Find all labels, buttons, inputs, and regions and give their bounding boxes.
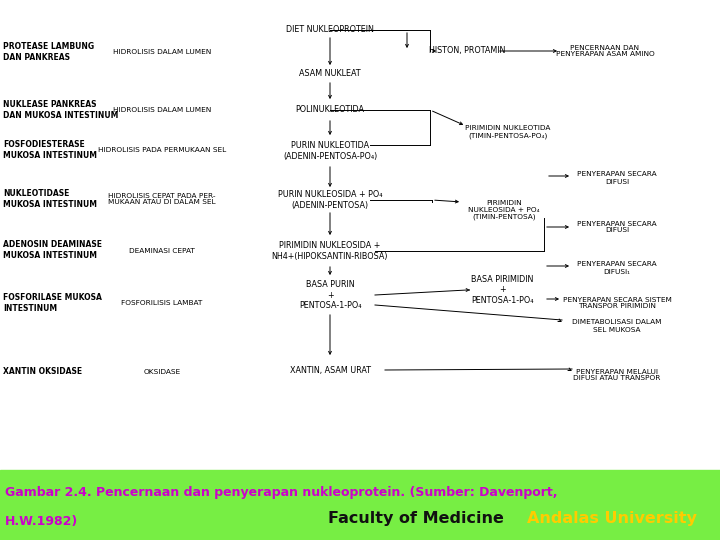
Text: XANTIN, ASAM URAT: XANTIN, ASAM URAT bbox=[289, 366, 371, 375]
Text: Andalas University: Andalas University bbox=[527, 511, 697, 526]
Text: BASA PURIN
+
PENTOSA-1-PO₄: BASA PURIN + PENTOSA-1-PO₄ bbox=[299, 280, 361, 310]
Text: PIRIMIDIN NUKLEOTIDA
(TIMIN-PENTOSA-PO₄): PIRIMIDIN NUKLEOTIDA (TIMIN-PENTOSA-PO₄) bbox=[465, 125, 551, 139]
Text: HISTON, PROTAMIN: HISTON, PROTAMIN bbox=[429, 46, 505, 56]
Text: HIDROLISIS CEPAT PADA PER-
MUKAAN ATAU DI DALAM SEL: HIDROLISIS CEPAT PADA PER- MUKAAN ATAU D… bbox=[108, 192, 216, 206]
Text: H.W.1982): H.W.1982) bbox=[5, 515, 78, 528]
Text: PENCERNAAN DAN
PENYERAPAN ASAM AMINO: PENCERNAAN DAN PENYERAPAN ASAM AMINO bbox=[556, 44, 654, 57]
Text: POLINUKLEOTIDA: POLINUKLEOTIDA bbox=[295, 105, 364, 114]
Text: PENYERAPAN SECARA
DIFUSI: PENYERAPAN SECARA DIFUSI bbox=[577, 220, 657, 233]
Bar bbox=[0, 470, 720, 540]
Text: DIET NUKLEOPROTEIN: DIET NUKLEOPROTEIN bbox=[286, 25, 374, 35]
Text: DIMETABOLISASI DALAM
SEL MUKOSA: DIMETABOLISASI DALAM SEL MUKOSA bbox=[572, 320, 662, 333]
Text: OKSIDASE: OKSIDASE bbox=[143, 369, 181, 375]
Text: PENYERAPAN SECARA
DIFUSI₁: PENYERAPAN SECARA DIFUSI₁ bbox=[577, 261, 657, 274]
Text: PENYERAPAN SECARA
DIFUSI: PENYERAPAN SECARA DIFUSI bbox=[577, 172, 657, 185]
Text: FOSFODIESTERASE
MUKOSA INTESTINUM: FOSFODIESTERASE MUKOSA INTESTINUM bbox=[3, 140, 97, 160]
Text: ADENOSIN DEAMINASE
MUKOSA INTESTINUM: ADENOSIN DEAMINASE MUKOSA INTESTINUM bbox=[3, 240, 102, 260]
Text: PENYERAPAN SECARA SISTEM
TRANSPOR PIRIMIDIN: PENYERAPAN SECARA SISTEM TRANSPOR PIRIMI… bbox=[562, 296, 672, 309]
Text: PURIN NUKLEOTIDA
(ADENIN-PENTOSA-PO₄): PURIN NUKLEOTIDA (ADENIN-PENTOSA-PO₄) bbox=[283, 141, 377, 161]
Text: Faculty of Medicine: Faculty of Medicine bbox=[328, 511, 504, 526]
Text: NUKLEOTIDASE
MUKOSA INTESTINUM: NUKLEOTIDASE MUKOSA INTESTINUM bbox=[3, 190, 97, 208]
Text: ASAM NUKLEAT: ASAM NUKLEAT bbox=[300, 70, 361, 78]
Text: PIRIMIDIN
NUKLEOSIDA + PO₄
(TIMIN-PENTOSA): PIRIMIDIN NUKLEOSIDA + PO₄ (TIMIN-PENTOS… bbox=[468, 200, 540, 220]
Text: DEAMINASI CEPAT: DEAMINASI CEPAT bbox=[129, 248, 195, 254]
Text: XANTIN OKSIDASE: XANTIN OKSIDASE bbox=[3, 368, 82, 376]
Text: PROTEASE LAMBUNG
DAN PANKREAS: PROTEASE LAMBUNG DAN PANKREAS bbox=[3, 42, 94, 62]
Text: FOSFORILISIS LAMBAT: FOSFORILISIS LAMBAT bbox=[121, 300, 203, 306]
Text: PENYERAPAN MELALUI
DIFUSI ATAU TRANSPOR: PENYERAPAN MELALUI DIFUSI ATAU TRANSPOR bbox=[573, 368, 661, 381]
Text: HIDROLISIS PADA PERMUKAAN SEL: HIDROLISIS PADA PERMUKAAN SEL bbox=[98, 147, 226, 153]
Text: BASA PIRIMIDIN
+
PENTOSA-1-PO₄: BASA PIRIMIDIN + PENTOSA-1-PO₄ bbox=[471, 275, 534, 305]
Text: PURIN NUKLEOSIDA + PO₄
(ADENIN-PENTOSA): PURIN NUKLEOSIDA + PO₄ (ADENIN-PENTOSA) bbox=[278, 190, 382, 210]
Text: Gambar 2.4. Pencernaan dan penyerapan nukleoprotein. (Sumber: Davenport,: Gambar 2.4. Pencernaan dan penyerapan nu… bbox=[5, 486, 557, 499]
Text: NUKLEASE PANKREAS
DAN MUKOSA INTESTINUM: NUKLEASE PANKREAS DAN MUKOSA INTESTINUM bbox=[3, 100, 118, 120]
Text: PIRIMIDIN NUKLEOSIDA +
NH4+(HIPOKSANTIN-RIBOSA): PIRIMIDIN NUKLEOSIDA + NH4+(HIPOKSANTIN-… bbox=[271, 241, 388, 261]
Text: HIDROLISIS DALAM LUMEN: HIDROLISIS DALAM LUMEN bbox=[113, 49, 211, 55]
Text: HIDROLISIS DALAM LUMEN: HIDROLISIS DALAM LUMEN bbox=[113, 107, 211, 113]
Text: FOSFORILASE MUKOSA
INTESTINUM: FOSFORILASE MUKOSA INTESTINUM bbox=[3, 293, 102, 313]
